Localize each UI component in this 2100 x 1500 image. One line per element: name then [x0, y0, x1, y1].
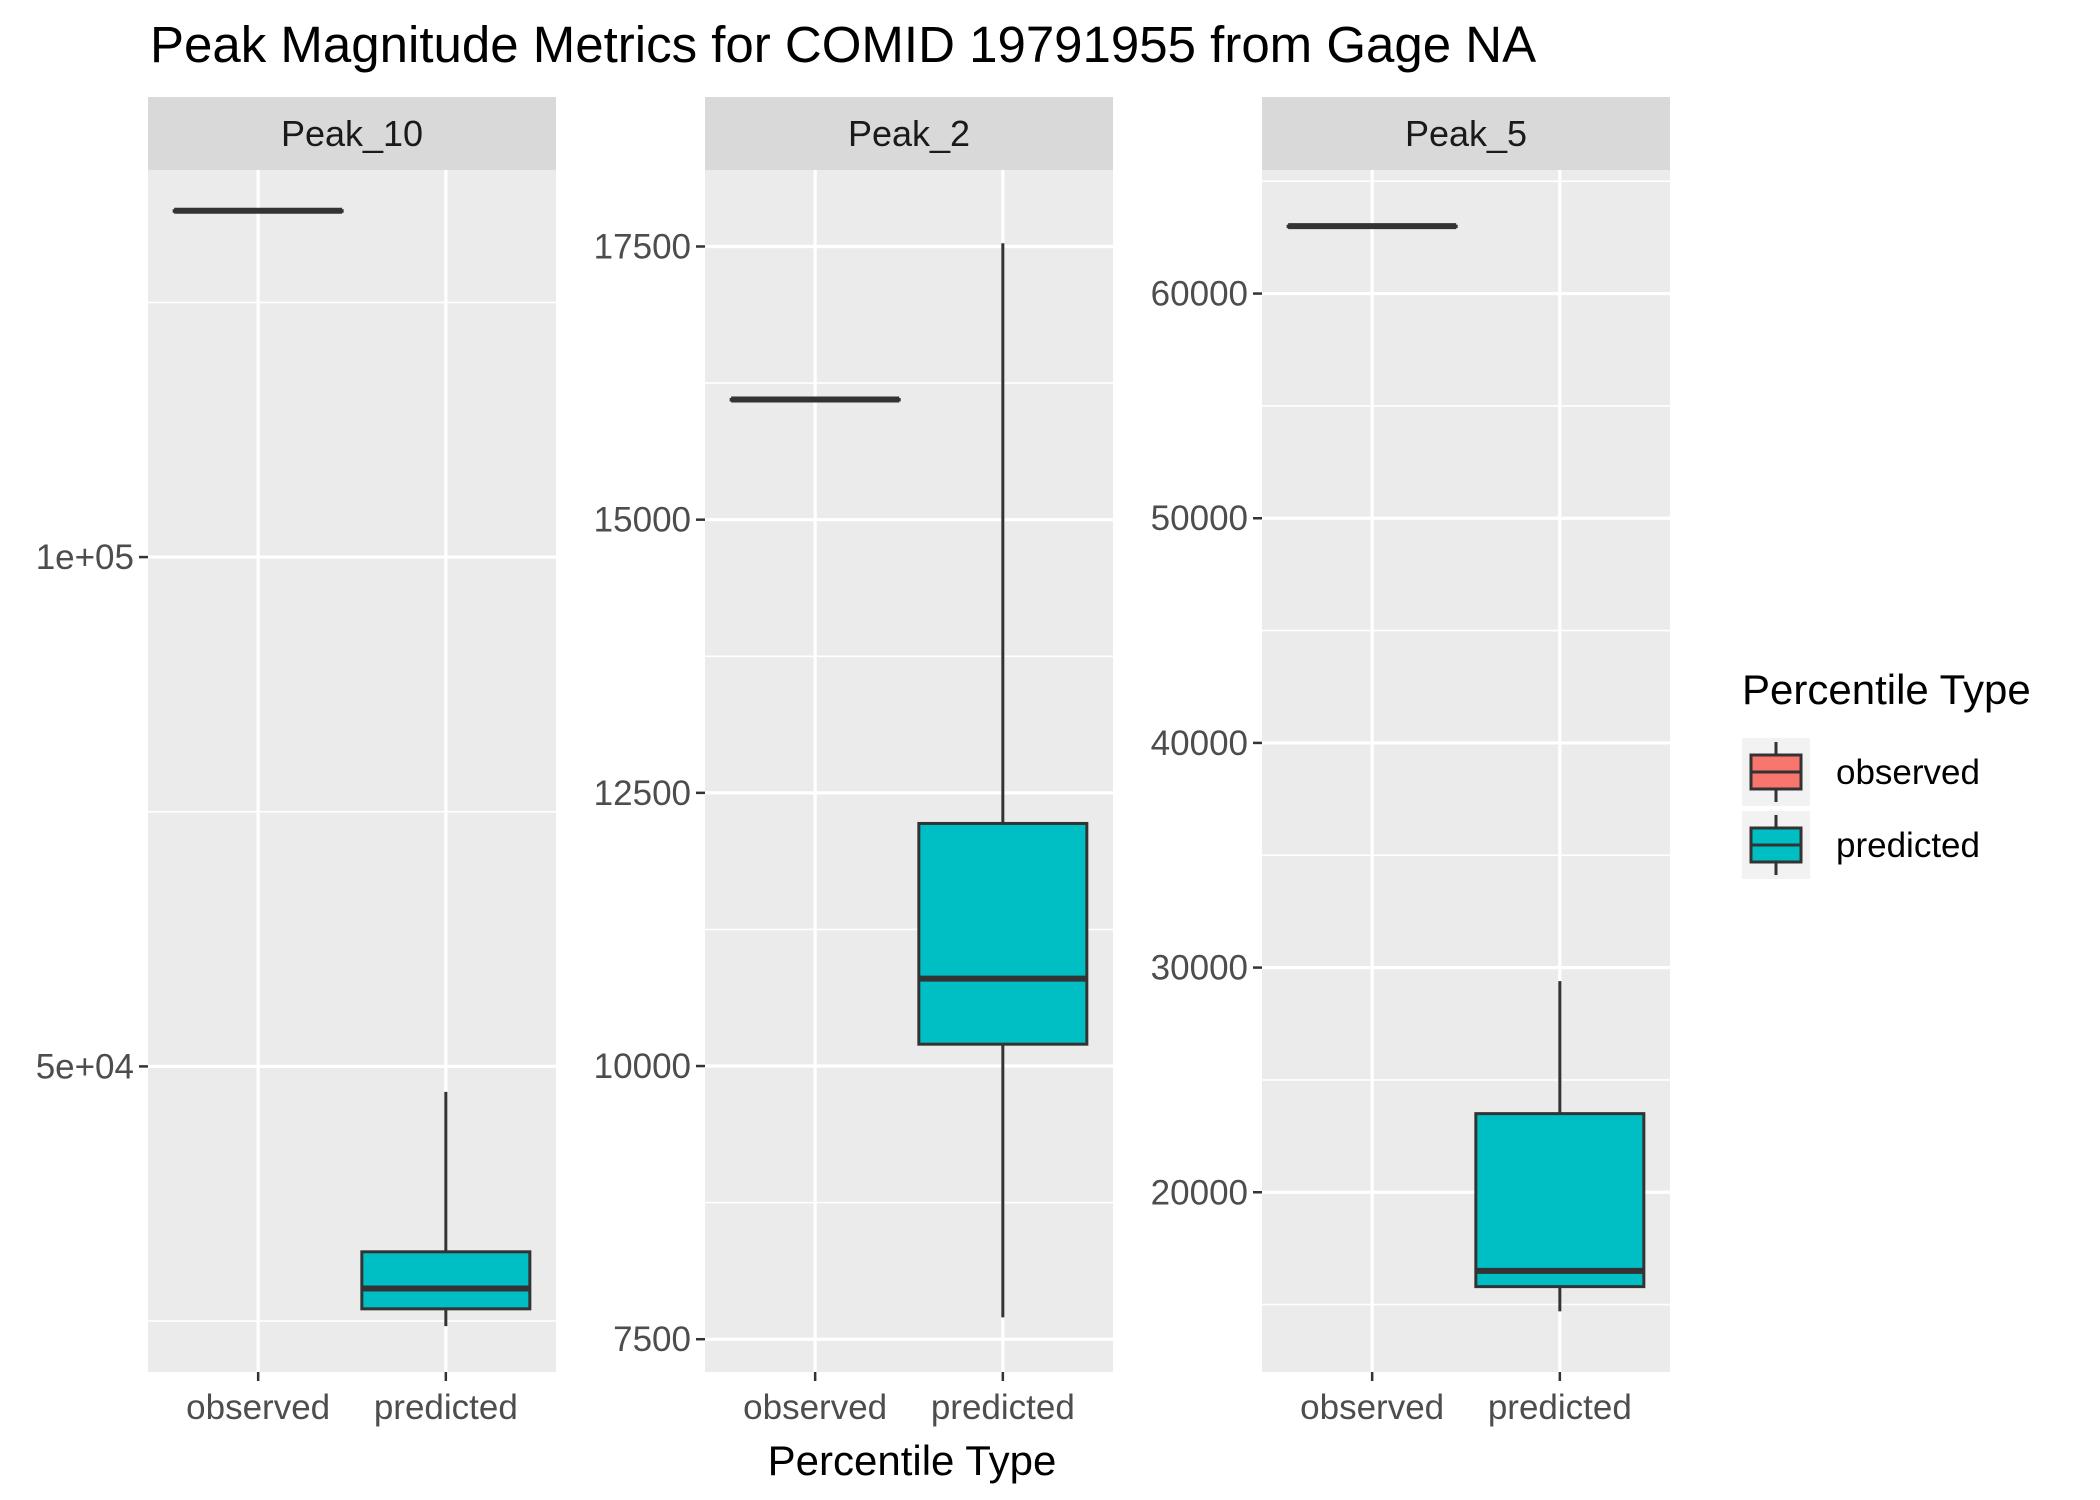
- facet-panel-1: Peak_10 5e+04 1e+05 observed predicted: [36, 97, 556, 1427]
- x-tick-label: predicted: [931, 1388, 1075, 1427]
- x-tick-label: predicted: [374, 1388, 518, 1427]
- x-axis-title: Percentile Type: [768, 1437, 1057, 1484]
- facet-strip-label: Peak_10: [281, 113, 423, 154]
- chart-title: Peak Magnitude Metrics for COMID 1979195…: [150, 16, 1536, 73]
- y-tick-label: 12500: [594, 774, 691, 813]
- y-tick-label: 5e+04: [36, 1047, 134, 1086]
- y-tick-label: 15000: [594, 501, 691, 540]
- legend-entry-predicted: predicted: [1742, 811, 1980, 879]
- y-tick-label: 7500: [613, 1320, 691, 1359]
- facet-strip: [705, 97, 1113, 170]
- box-iqr: [917, 821, 1089, 1046]
- facet-strip-label: Peak_2: [848, 113, 970, 154]
- y-tick-label: 30000: [1151, 949, 1248, 988]
- panel-background: [148, 170, 556, 1372]
- facet-strip: [1262, 97, 1670, 170]
- y-tick-label: 10000: [594, 1047, 691, 1086]
- x-tick-label: predicted: [1488, 1388, 1632, 1427]
- legend: Percentile Type observed predicted: [1742, 666, 2031, 879]
- y-tick-label: 50000: [1151, 499, 1248, 538]
- panel-background: [705, 170, 1113, 1372]
- boxplot-observed: [729, 396, 901, 403]
- y-tick-label: 20000: [1151, 1173, 1248, 1212]
- legend-title: Percentile Type: [1742, 666, 2031, 713]
- facet-panel-3: Peak_5 20000 30000 40000 50000 60000 observed p…: [1151, 97, 1670, 1427]
- y-tick-label: 17500: [594, 227, 691, 266]
- box-iqr: [1474, 1112, 1646, 1289]
- facet-strip-label: Peak_5: [1405, 113, 1527, 154]
- facet-strip: [148, 97, 556, 170]
- boxplot-predicted: [1474, 981, 1646, 1312]
- x-tick-label: observed: [186, 1388, 330, 1427]
- legend-entry-observed: observed: [1742, 738, 1980, 806]
- facet-panel-2: Peak_2 7500 10000 12500 15000 17500 observed pr…: [594, 97, 1113, 1427]
- box-iqr: [360, 1250, 532, 1311]
- x-tick-label: observed: [1300, 1388, 1444, 1427]
- y-tick-label: 40000: [1151, 724, 1248, 763]
- legend-label: observed: [1836, 753, 1980, 792]
- boxplot-observed: [172, 207, 344, 214]
- boxplot-observed: [1286, 223, 1458, 230]
- y-tick-label: 1e+05: [36, 538, 134, 577]
- legend-label: predicted: [1836, 826, 1980, 865]
- y-tick-label: 60000: [1151, 275, 1248, 314]
- x-tick-label: observed: [743, 1388, 887, 1427]
- boxplot-predicted: [917, 243, 1089, 1318]
- boxplot-predicted: [360, 1091, 532, 1327]
